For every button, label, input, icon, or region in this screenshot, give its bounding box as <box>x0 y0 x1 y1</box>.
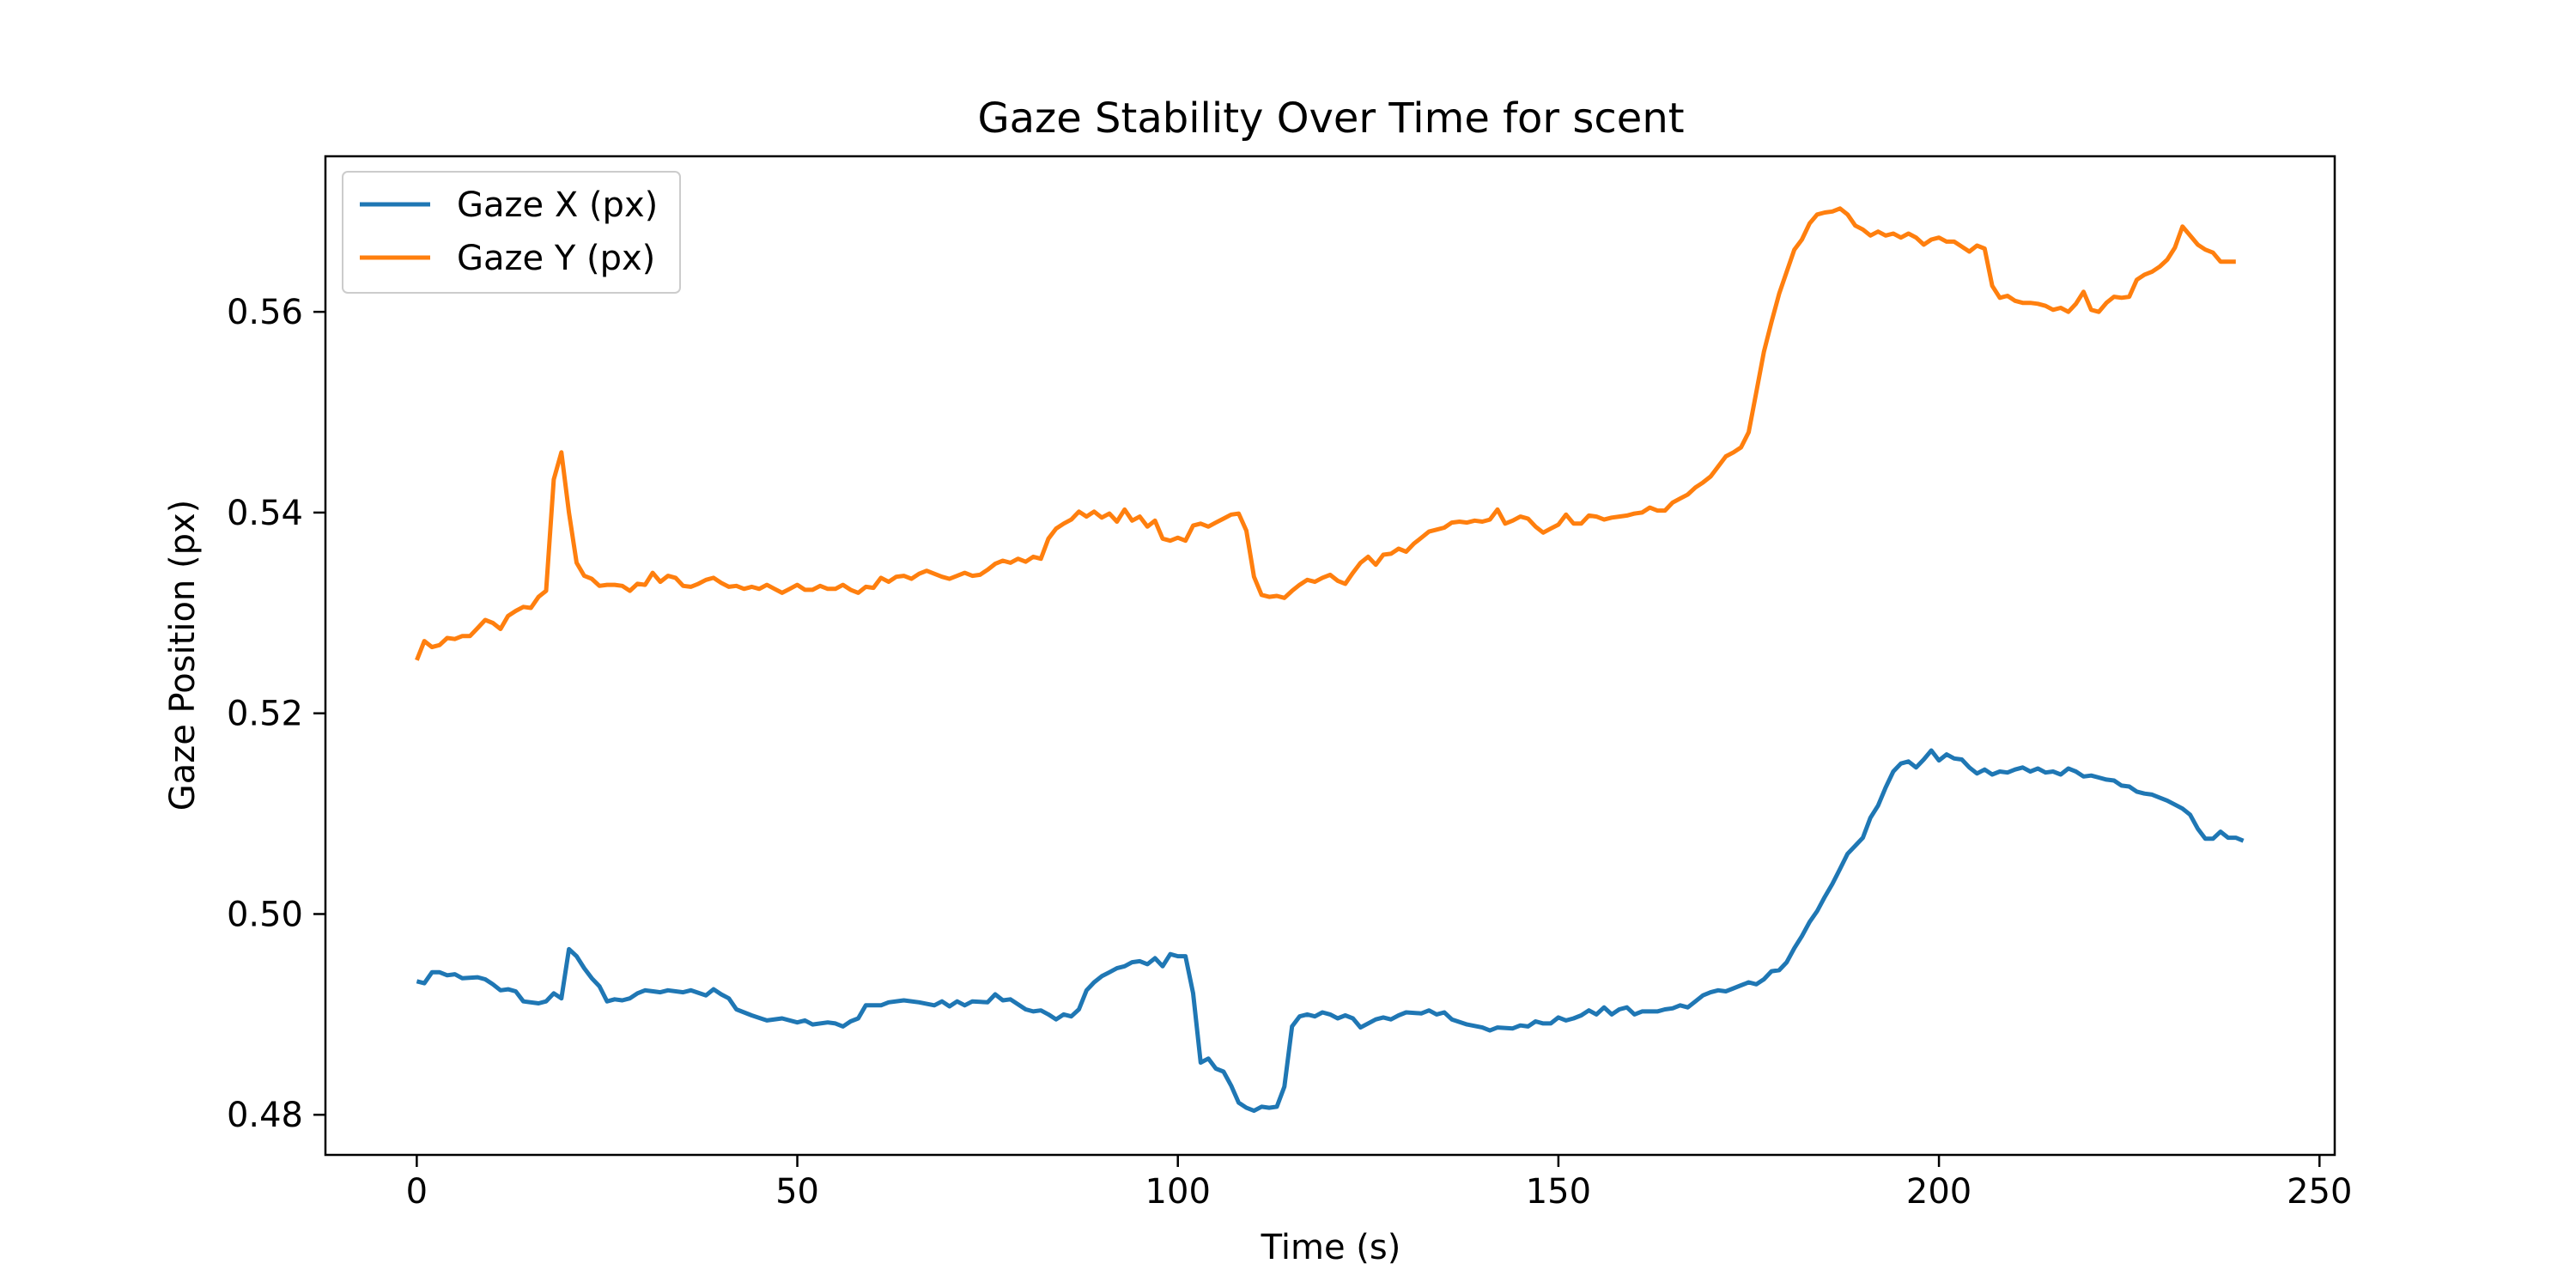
legend-box <box>342 171 681 294</box>
x-tick-label: 50 <box>775 1172 819 1212</box>
x-axis-label: Time (s) <box>1261 1228 1401 1267</box>
plot-frame <box>324 155 2336 1157</box>
y-axis: 0.48 0.50 0.52 0.54 0.56 <box>227 293 325 1135</box>
x-axis: 0 50 100 150 200 250 <box>406 1155 2352 1212</box>
x-tick-label: 100 <box>1145 1172 1211 1212</box>
series-line-gaze-y <box>415 206 2236 661</box>
series-line-gaze-x <box>416 748 2245 1114</box>
y-tick-label: 0.56 <box>227 293 303 332</box>
y-axis-label: Gaze Position (px) <box>163 500 203 811</box>
y-tick-label: 0.48 <box>227 1096 303 1135</box>
x-tick-label: 150 <box>1526 1172 1591 1212</box>
y-tick-label: 0.52 <box>227 695 303 734</box>
x-tick-label: 200 <box>1906 1172 1971 1212</box>
y-tick-label: 0.54 <box>227 494 303 533</box>
chart-title: Gaze Stability Over Time for scent <box>977 94 1684 143</box>
legend: Gaze X (px) Gaze Y (px) <box>342 171 681 294</box>
plot-area <box>324 155 2336 1157</box>
series-layer <box>415 206 2245 1114</box>
x-tick-label: 250 <box>2287 1172 2352 1212</box>
legend-label-gaze-y: Gaze Y (px) <box>457 239 655 278</box>
legend-label-gaze-x: Gaze X (px) <box>457 185 658 225</box>
y-tick-label: 0.50 <box>227 895 303 934</box>
x-tick-label: 0 <box>406 1172 428 1212</box>
